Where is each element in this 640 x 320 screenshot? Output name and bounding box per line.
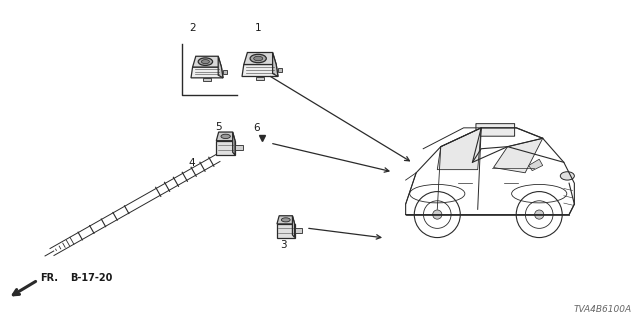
Text: B-17-20: B-17-20 [70, 273, 113, 283]
Text: 4: 4 [189, 158, 195, 168]
Ellipse shape [560, 172, 574, 180]
Text: 6: 6 [253, 123, 260, 133]
Polygon shape [277, 216, 294, 224]
Text: 3: 3 [280, 240, 286, 250]
Polygon shape [273, 52, 278, 76]
Bar [204, 78, 211, 81]
Bar [235, 145, 243, 150]
Circle shape [433, 210, 442, 219]
Text: TVA4B6100A: TVA4B6100A [574, 305, 632, 314]
Bar [278, 68, 282, 72]
Bar [294, 228, 302, 233]
Ellipse shape [250, 54, 266, 63]
Ellipse shape [202, 60, 209, 64]
Polygon shape [191, 67, 223, 78]
Ellipse shape [253, 56, 262, 61]
Bar [256, 76, 264, 80]
Polygon shape [292, 216, 294, 237]
Circle shape [534, 210, 544, 219]
Polygon shape [242, 65, 278, 76]
Text: 1: 1 [255, 23, 261, 33]
Polygon shape [218, 56, 223, 78]
Polygon shape [437, 128, 481, 170]
Polygon shape [216, 141, 235, 155]
Polygon shape [193, 56, 221, 67]
Ellipse shape [221, 134, 230, 139]
Polygon shape [277, 224, 294, 237]
Text: 2: 2 [189, 23, 196, 33]
Polygon shape [493, 138, 543, 173]
Text: FR.: FR. [40, 273, 58, 283]
Ellipse shape [198, 58, 212, 65]
Text: 5: 5 [214, 122, 221, 132]
Ellipse shape [282, 218, 290, 222]
Polygon shape [216, 132, 235, 141]
FancyBboxPatch shape [476, 124, 515, 136]
Polygon shape [233, 132, 235, 155]
Polygon shape [244, 52, 276, 65]
Polygon shape [529, 159, 543, 171]
Bar [223, 70, 227, 74]
